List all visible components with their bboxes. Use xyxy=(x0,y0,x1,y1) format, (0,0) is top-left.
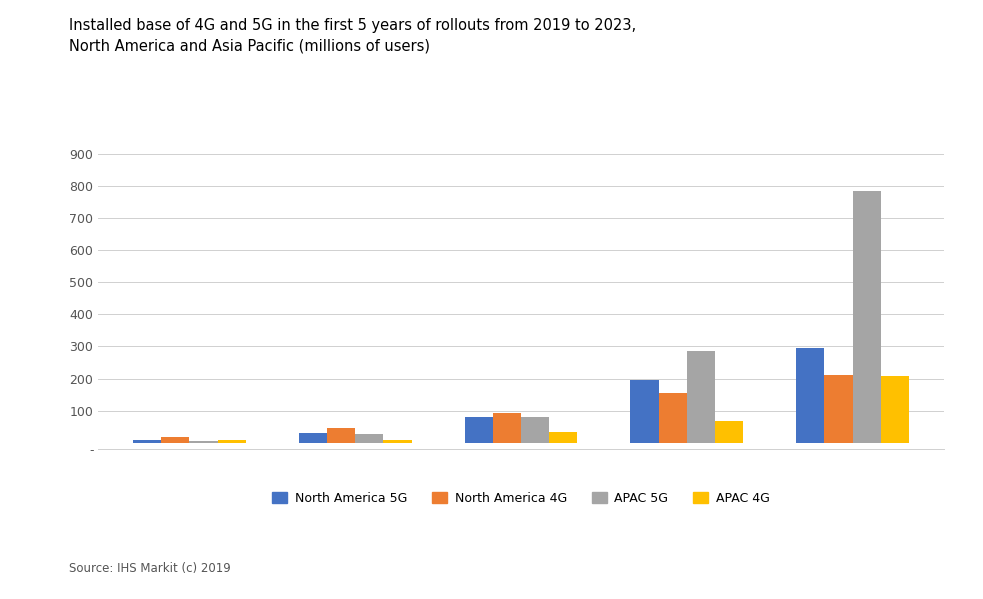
Bar xyxy=(133,440,161,443)
Bar xyxy=(687,351,715,443)
Bar xyxy=(299,433,327,443)
Bar xyxy=(796,348,825,443)
Bar xyxy=(190,441,217,443)
Bar xyxy=(161,437,190,443)
Bar xyxy=(659,393,687,443)
Bar xyxy=(852,190,881,443)
Bar xyxy=(217,440,246,443)
Bar xyxy=(825,376,852,443)
Bar xyxy=(715,421,743,443)
Bar xyxy=(630,380,659,443)
Text: Source: IHS Markit (c) 2019: Source: IHS Markit (c) 2019 xyxy=(69,562,231,575)
Bar xyxy=(521,417,549,443)
Bar xyxy=(492,413,521,443)
Bar xyxy=(881,376,909,443)
Legend: North America 5G, North America 4G, APAC 5G, APAC 4G: North America 5G, North America 4G, APAC… xyxy=(267,486,775,510)
Bar xyxy=(549,432,577,443)
Bar xyxy=(465,417,492,443)
Bar xyxy=(327,428,355,443)
Bar xyxy=(383,440,412,443)
Text: Installed base of 4G and 5G in the first 5 years of rollouts from 2019 to 2023,
: Installed base of 4G and 5G in the first… xyxy=(69,18,636,54)
Bar xyxy=(355,434,383,443)
